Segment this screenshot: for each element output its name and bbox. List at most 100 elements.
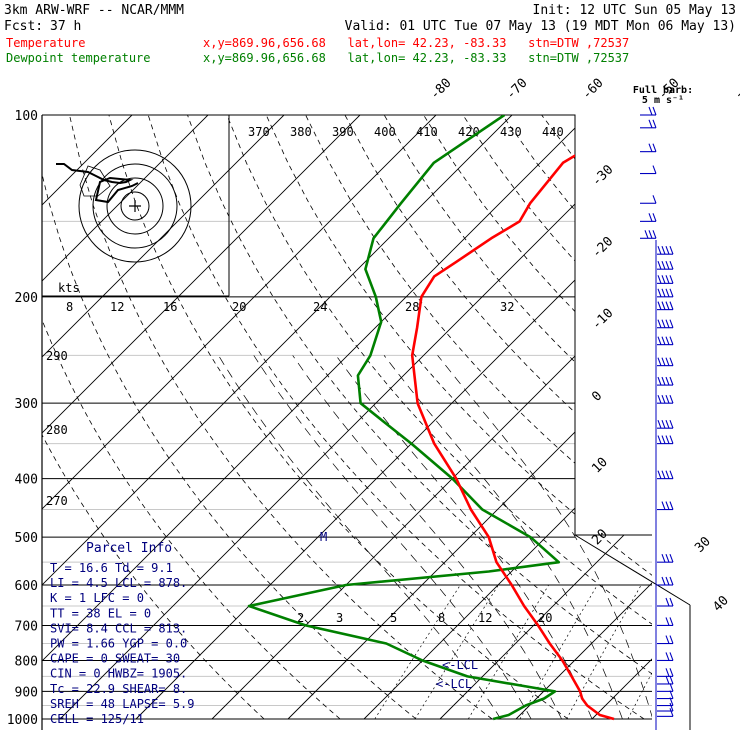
mixing-ratio-line [414,584,499,720]
wind-barb [657,336,674,346]
moist-adiabat [218,355,502,720]
mixing-ratio-label: 3 [336,611,343,625]
wind-barb-flag [657,275,662,284]
wind-barb-flag [648,106,653,116]
wind-barb-flag [657,357,662,366]
dry-adiabat [226,115,652,720]
model-title: 3km ARW-WRF -- NCAR/MMM [4,3,184,18]
wind-barb-flag [665,357,670,366]
wind-barb-flag [669,708,674,717]
pressure-tick-label: 100 [15,109,38,124]
dry-adiabat [42,115,417,720]
hodograph-speed-label: kts [58,281,80,295]
isotherm-label: 40 [710,593,732,615]
wind-barb-flag [661,336,666,345]
isotherm-line [42,115,513,720]
isotherm-line [515,115,652,720]
dry-adiabat [660,115,740,719]
wind-barb [657,668,674,677]
wind-barb-flag [657,260,662,270]
isotherm-label: -80 [427,76,454,103]
dry-adiabat [619,115,652,720]
wind-barb-flag [669,319,674,328]
wind-barb-flag [669,376,674,386]
wind-barb-flag [665,336,670,345]
hodograph-ring [120,191,150,221]
dry-adiabat [42,115,265,720]
wind-barb-flag [648,230,653,239]
plot-frame-top [42,114,652,536]
dewpoint-location: x,y=869.96,656.68 lat,lon= 42.23, -83.33… [203,51,629,65]
isotherm-label: -70 [503,76,530,103]
wind-barb-flag [669,470,674,479]
forecast-label: Fcst: [4,19,43,34]
wind-barb [657,419,674,429]
wind-barb [657,617,674,626]
mixing-ratio-line [627,584,652,720]
wind-barb-flag [665,617,670,626]
mixing-ratio-line [566,584,642,720]
wind-barb [640,143,657,153]
parcel-info-title: Parcel Info [86,541,172,556]
isotherm-line [42,115,437,720]
valid-time: Valid: 01 UTC Tue 07 May 13 (19 MDT Mon … [345,19,736,34]
wind-barb-flag [661,357,666,366]
parcel-info-row: CELL = 125/11 [50,712,144,726]
wind-barb [657,435,674,445]
dry-adiabat [344,115,652,720]
parcel-info-row: Tc = 22.9 SHEAR= 8. [50,682,187,696]
wind-barb-flag [661,288,666,298]
wind-barb-flag [665,501,670,510]
plot-frame-diagonal [574,534,691,606]
wind-barb-flag [669,635,674,644]
dewpoint-legend: Dewpoint temperature [6,51,151,65]
wind-barb-flag [657,394,662,404]
parcel-info-row: T = 16.6 Td = 9.1 [50,561,173,575]
dry-adiabat [42,115,341,720]
pressure-tick-label: 700 [15,619,38,634]
temperature-legend: Temperature [6,36,85,50]
barb-key-title: Full barb: [633,85,693,96]
pressure-tick-label: 200 [15,291,38,306]
wind-barb-flag [665,576,670,586]
theta-label: 440 [542,125,564,139]
wind-barb-flag [669,275,674,284]
wind-barb-flag [669,301,674,310]
wind-barb-flag [652,195,657,204]
wind-barb-flag [657,435,662,444]
isotherm-label: 30 [692,534,714,556]
dry-adiabat [265,115,652,720]
wind-barb-flag [669,652,674,661]
wind-barb [657,635,674,645]
wind-barb [640,119,657,129]
wind-barb-flag [657,470,662,479]
hodograph-speed-label: 28 [405,300,419,314]
mixing-ratio-line [374,584,461,720]
hodograph-ring [106,177,164,235]
moist-adiabat [437,355,652,720]
isotherm-line [439,115,652,720]
wind-barb-flag [665,260,670,270]
hodograph-trace [56,163,139,204]
theta-label-left: 270 [46,494,68,508]
wind-barb-flag [652,119,657,128]
mixing-ratio-label: 12 [478,611,492,625]
parcel-info-row: CIN = 0 HWBZ= 1905. [50,667,187,681]
parcel-info-row: SREH = 48 LAPSE= 5.9 [50,697,195,711]
dry-adiabat [580,115,652,720]
wind-barb-flag [669,597,674,607]
wind-barb-flag [669,675,674,685]
hodograph-trace-thin [79,165,111,197]
parcel-marker-m: M [320,530,327,544]
wind-barb [657,553,674,563]
wind-barb-flag [661,419,666,429]
isotherm-line [59,115,652,720]
wind-barb [657,470,674,480]
dry-adiabat [305,115,652,720]
isotherm-line [135,115,652,720]
wind-barb-flag [661,301,666,310]
isotherm-line [591,115,652,720]
wind-barb-flag [669,288,674,298]
mixing-ratio-label: 8 [438,611,445,625]
wind-barb-flag [661,376,666,386]
